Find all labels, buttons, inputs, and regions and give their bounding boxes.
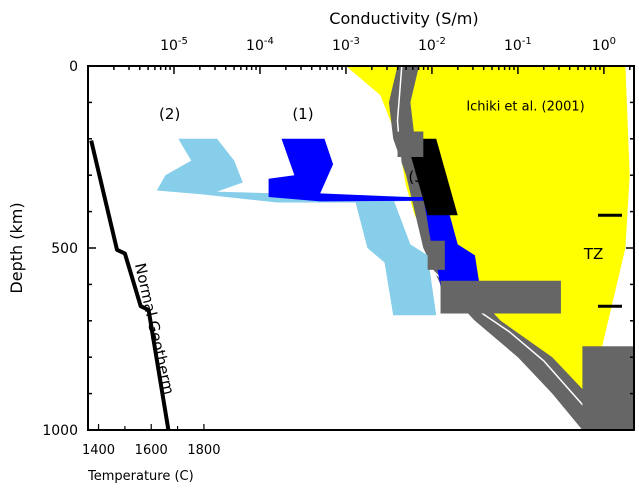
y-tick-label: 1000 <box>42 423 78 439</box>
step-band-2 <box>441 281 561 314</box>
top-tick-label: 10-3 <box>332 36 360 54</box>
bottom-tick-label: 1800 <box>187 443 220 458</box>
y-tick-label: 0 <box>69 59 78 75</box>
normal-geotherm-label: Normal Geotherm <box>131 261 178 396</box>
bottom-tick-label: 1600 <box>135 443 168 458</box>
annotation-ichiki-et-al-2001: Ichiki et al. (2001) <box>466 99 584 114</box>
annotation-tz: TZ <box>583 245 603 263</box>
annotation-3: (3) <box>408 168 429 186</box>
normal-geotherm-line <box>91 141 168 430</box>
step-band-1 <box>428 241 445 270</box>
top-tick-label: 100 <box>592 36 616 54</box>
y-tick-label: 500 <box>51 241 78 257</box>
annotation-1: (1) <box>292 105 313 123</box>
step-band-3 <box>582 346 634 430</box>
top-tick-label: 10-4 <box>246 36 274 54</box>
bottom-tick-label: 1400 <box>82 443 115 458</box>
top-tick-label: 10-5 <box>160 36 188 54</box>
top-tick-label: 10-2 <box>418 36 446 54</box>
step-band-0 <box>398 132 424 157</box>
top-axis-title: Conductivity (S/m) <box>329 9 478 28</box>
y-axis-title: Depth (km) <box>7 202 26 293</box>
annotation-2: (2) <box>159 105 180 123</box>
bottom-axis-title: Temperature (C) <box>87 469 194 484</box>
top-tick-label: 10-1 <box>504 36 532 54</box>
